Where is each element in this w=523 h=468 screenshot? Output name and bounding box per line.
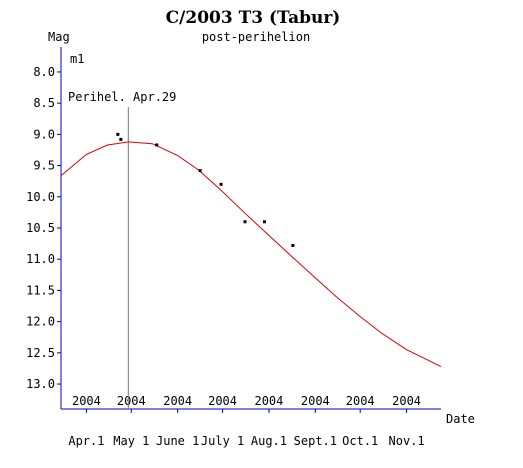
perihelion-annotation: Perihel. Apr.29 — [68, 90, 176, 104]
x-tick-year: 2004 — [301, 394, 330, 408]
fit-curve — [60, 141, 442, 368]
y-tick-label: 10.0 — [26, 190, 55, 204]
observation-point — [155, 143, 159, 147]
y-tick-label: 8.0 — [33, 65, 55, 79]
y-tick-label: 10.5 — [26, 221, 55, 235]
observation-point — [219, 182, 223, 186]
observation-point — [119, 137, 123, 141]
x-tick-label: Aug.1 — [251, 434, 287, 448]
y-axis-label: Mag — [48, 30, 70, 44]
series-label: m1 — [70, 52, 84, 66]
x-axis-label: Date — [446, 412, 475, 426]
x-tick-year: 2004 — [346, 394, 375, 408]
x-axis-ticks: 2004 Apr.1 2004 May 1 2004 June 1 2004 July 1 20… — [68, 394, 424, 448]
y-axis-ticks: 8.0 8.5 9.0 9.5 10.0 10.5 11.0 11.5 12.0 12.5 13.0 — [26, 65, 61, 391]
observation-points — [116, 132, 295, 247]
y-tick-label: 12.0 — [26, 315, 55, 329]
y-tick-label: 12.5 — [26, 346, 55, 360]
observation-point — [243, 220, 247, 224]
observation-point — [116, 132, 120, 136]
observation-point — [291, 243, 295, 247]
x-tick-label: Nov.1 — [389, 434, 425, 448]
y-tick-label: 9.0 — [33, 127, 55, 141]
x-tick-year: 2004 — [208, 394, 237, 408]
y-tick-label: 11.5 — [26, 283, 55, 297]
x-tick-label: Apr.1 — [68, 434, 104, 448]
x-tick-year: 2004 — [254, 394, 283, 408]
x-tick-year: 2004 — [117, 394, 146, 408]
chart-title: C/2003 T3 (Tabur) — [166, 8, 341, 28]
y-tick-label: 11.0 — [26, 252, 55, 266]
y-tick-label: 8.5 — [33, 96, 55, 110]
x-tick-label: July 1 — [201, 434, 244, 448]
fit-curve-group — [60, 141, 442, 368]
observation-point — [198, 169, 202, 173]
x-tick-label: Sept.1 — [294, 434, 337, 448]
x-tick-year: 2004 — [72, 394, 101, 408]
x-tick-label: June 1 — [156, 434, 199, 448]
y-tick-label: 9.5 — [33, 159, 55, 173]
x-tick-year: 2004 — [392, 394, 421, 408]
y-tick-label: 13.0 — [26, 377, 55, 391]
chart-subtitle: post-perihelion — [202, 30, 310, 44]
x-tick-label: Oct.1 — [342, 434, 378, 448]
x-tick-label: May 1 — [113, 434, 149, 448]
observation-point — [262, 220, 266, 224]
x-tick-year: 2004 — [163, 394, 192, 408]
